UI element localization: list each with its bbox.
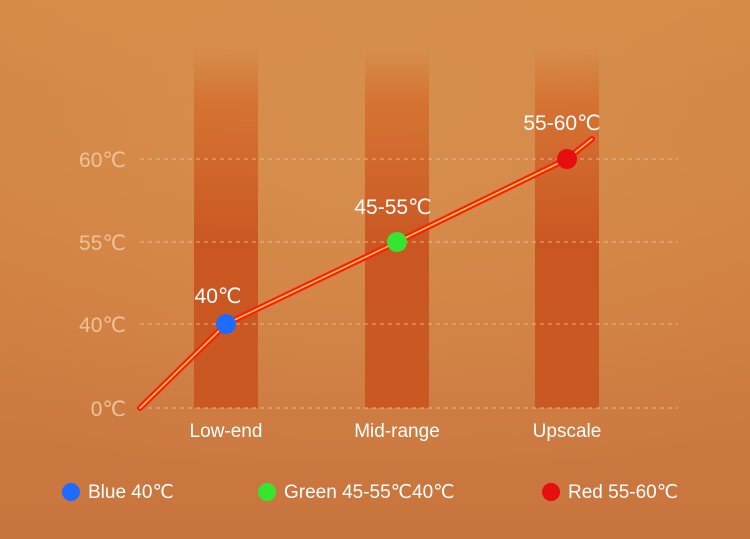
data-point-1 [216,314,236,334]
data-label-1: 40℃ [195,285,242,308]
legend-item-red: Red 55-60℃ [542,474,678,510]
x-tick-label-2: Upscale [533,421,602,442]
data-point-3 [557,149,577,169]
x-tick-label-1: Mid-range [354,421,440,442]
temperature-chart: 0℃ 40℃ 55℃ 60℃ Low-end Mid-range Upscale 40℃ 45-… [0,0,750,460]
y-tick-label-0: 0℃ [91,398,126,421]
legend-blue-dot [62,483,80,501]
y-tick-label-2: 55℃ [79,232,126,255]
category-column-1 [365,48,429,408]
chart-legend: Blue 40℃ Green 45-55℃40℃ Red 55-60℃ [0,474,750,510]
category-column-2 [535,48,599,408]
y-tick-label-3: 60℃ [79,149,126,172]
legend-green-label: Green 45-55℃40℃ [284,481,455,503]
legend-red-dot [542,483,560,501]
legend-item-green: Green 45-55℃40℃ [258,474,455,510]
x-tick-label-0: Low-end [190,421,263,442]
category-column-0 [194,48,258,408]
legend-blue-label: Blue 40℃ [88,481,174,503]
legend-item-blue: Blue 40℃ [62,474,174,510]
y-tick-label-1: 40℃ [79,314,126,337]
data-point-2 [387,232,407,252]
data-label-3: 55-60℃ [523,112,600,135]
data-label-2: 45-55℃ [354,196,431,219]
legend-red-label: Red 55-60℃ [568,481,679,503]
legend-green-dot [258,483,276,501]
